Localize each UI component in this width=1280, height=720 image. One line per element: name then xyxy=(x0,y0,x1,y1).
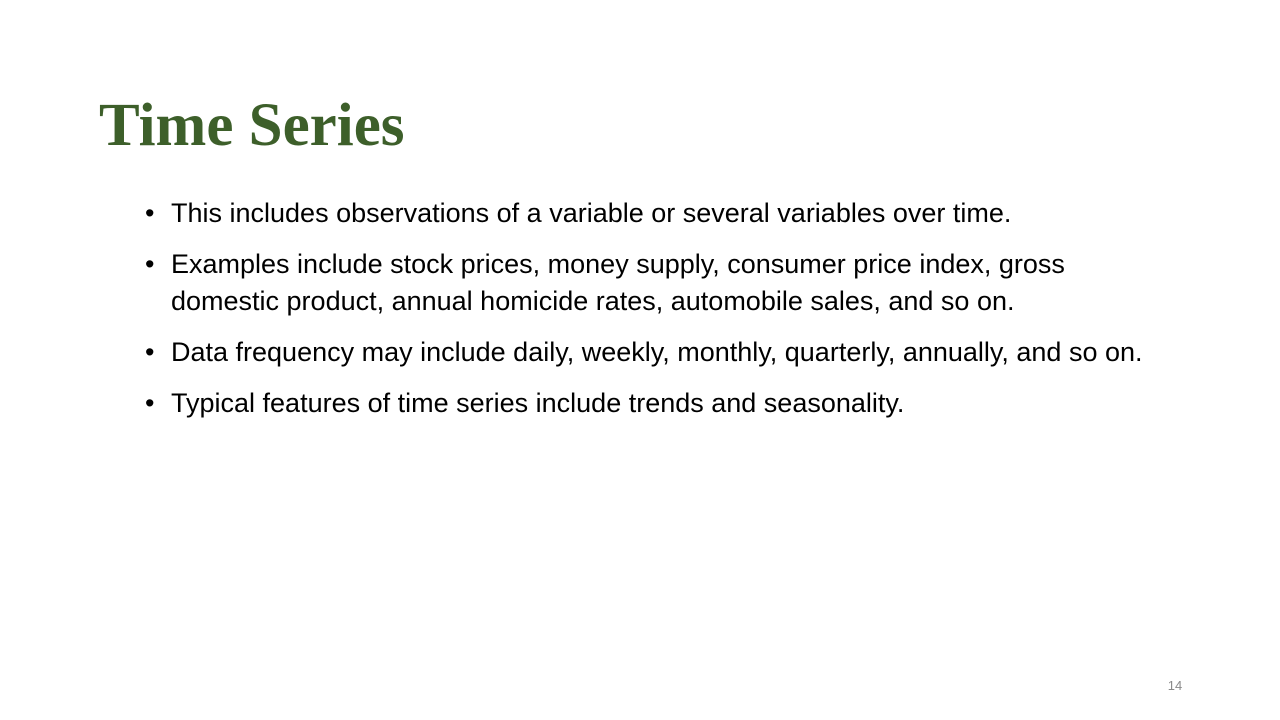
page-number: 14 xyxy=(1167,678,1183,693)
bullet-dot-icon: • xyxy=(145,337,155,367)
bullet-item: • Data frequency may include daily, week… xyxy=(145,334,1175,371)
bullet-dot-icon: • xyxy=(145,249,155,279)
bullet-text: Typical features of time series include … xyxy=(171,388,905,418)
slide-title: Time Series xyxy=(99,92,405,159)
bullet-item: • Typical features of time series includ… xyxy=(145,385,1175,422)
bullet-dot-icon: • xyxy=(145,388,155,418)
bullet-dot-icon: • xyxy=(145,198,155,228)
bullet-text: Data frequency may include daily, weekly… xyxy=(171,337,1143,367)
bullet-text: This includes observations of a variable… xyxy=(171,198,1012,228)
bullet-item: • This includes observations of a variab… xyxy=(145,195,1175,232)
bullet-list: • This includes observations of a variab… xyxy=(145,195,1175,436)
bullet-item: • Examples include stock prices, money s… xyxy=(145,246,1175,320)
bullet-text: Examples include stock prices, money sup… xyxy=(171,249,1065,316)
